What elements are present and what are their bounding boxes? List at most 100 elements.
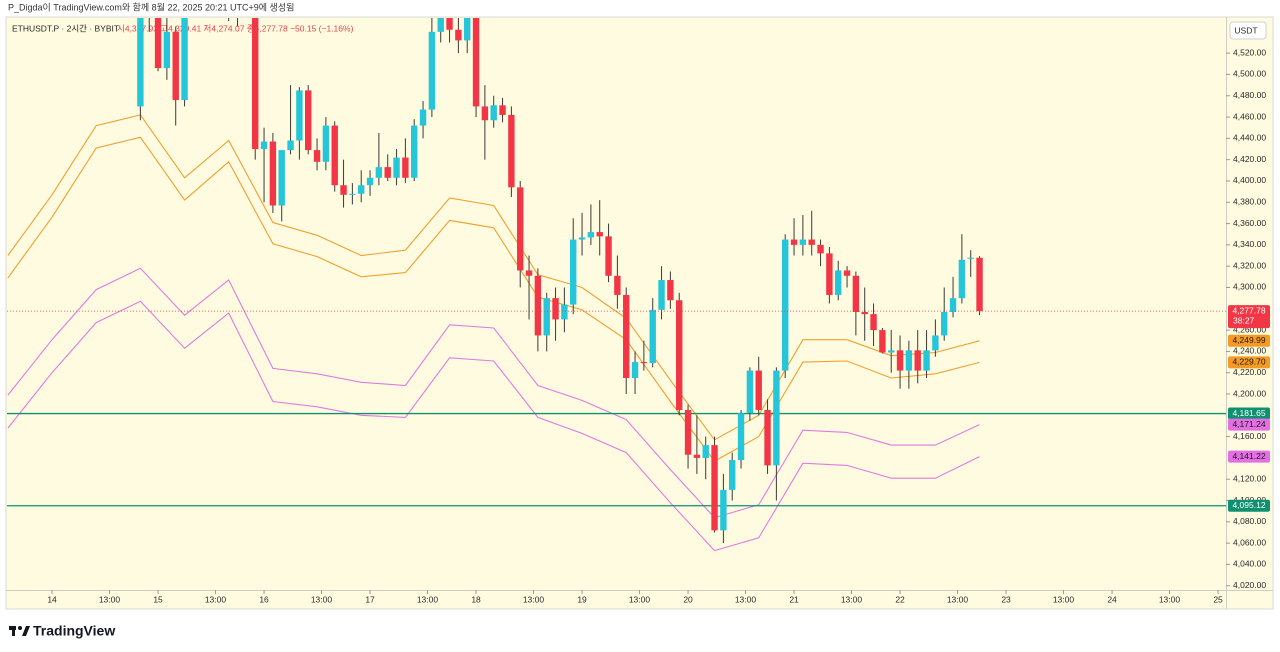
x-tick-label: 16 xyxy=(259,594,269,604)
candle-body xyxy=(896,350,904,371)
candle-body xyxy=(693,454,701,458)
y-tick-label: 4,480.00 xyxy=(1233,90,1266,100)
y-tick-label: 4,440.00 xyxy=(1233,133,1266,143)
countdown: 38:27 xyxy=(1233,315,1255,325)
x-tick-label: 13:00 xyxy=(1053,594,1075,604)
candle-body xyxy=(525,270,533,276)
candle-body xyxy=(649,309,656,364)
y-tick-label: 4,220.00 xyxy=(1233,367,1266,377)
candle-body xyxy=(976,257,983,312)
candle-body xyxy=(658,280,665,310)
candle-body xyxy=(623,294,630,379)
candle-body xyxy=(313,150,321,162)
candle-body xyxy=(826,253,833,295)
candle-body xyxy=(508,114,515,188)
candle-body xyxy=(711,445,718,531)
candle-body xyxy=(172,31,179,101)
candle-body xyxy=(888,350,895,353)
candle-body xyxy=(331,125,338,186)
y-tick-label: 4,020.00 xyxy=(1233,580,1266,590)
candle-body xyxy=(305,90,312,151)
candle-body xyxy=(278,150,285,206)
y-tick-label: 4,240.00 xyxy=(1233,346,1266,356)
logo-mark xyxy=(12,626,15,636)
price-label-box xyxy=(1228,407,1270,420)
candle-body xyxy=(481,106,489,121)
currency: USDT xyxy=(1234,25,1257,35)
symbol: ETHUSDT.P · 2시간 · BYBIT xyxy=(12,23,119,33)
candle-body xyxy=(614,275,621,295)
price-label: 4,249.99 xyxy=(1232,335,1265,345)
candle-body xyxy=(260,141,268,150)
x-tick-label: 15 xyxy=(153,594,163,604)
x-tick-label: 13:00 xyxy=(735,594,757,604)
price-label: 4,171.24 xyxy=(1232,419,1265,429)
candle-body xyxy=(517,187,524,271)
x-tick-label: 13:00 xyxy=(523,594,545,604)
x-tick-label: 13:00 xyxy=(99,594,121,604)
footer: TradingView xyxy=(33,623,115,639)
y-tick-label: 4,080.00 xyxy=(1233,516,1266,526)
price-label: 4,141.22 xyxy=(1232,451,1265,461)
x-tick-label: 14 xyxy=(47,594,57,604)
candle-body xyxy=(905,350,913,371)
band-line xyxy=(7,114,980,441)
plot xyxy=(7,18,1226,552)
candle-body xyxy=(702,445,709,458)
x-tick-label: 13:00 xyxy=(629,594,651,604)
y-tick-label: 4,360.00 xyxy=(1233,218,1266,228)
candle-body xyxy=(402,157,409,178)
candle-body xyxy=(578,237,586,240)
price-label-box xyxy=(1228,334,1270,347)
candle-body xyxy=(419,109,427,126)
y-tick-label: 4,120.00 xyxy=(1233,473,1266,483)
band-line xyxy=(7,267,980,519)
candle-body xyxy=(667,280,674,301)
x-tick-label: 25 xyxy=(1213,594,1223,604)
candle-body xyxy=(181,18,188,101)
candle-body xyxy=(472,18,480,107)
candle-body xyxy=(676,300,683,410)
x-tick-label: 19 xyxy=(577,594,587,604)
candle-body xyxy=(358,185,365,194)
candle-body xyxy=(366,177,374,186)
x-tick-label: 13:00 xyxy=(311,594,333,604)
y-tick-label: 4,500.00 xyxy=(1233,69,1266,79)
candle-body xyxy=(605,236,612,276)
candle-body xyxy=(958,259,966,299)
candle-body xyxy=(879,330,886,353)
candle-body xyxy=(296,90,303,141)
x-tick-label: 18 xyxy=(471,594,481,604)
candle-body xyxy=(490,105,497,121)
candle-body xyxy=(384,167,391,178)
candle-body xyxy=(870,314,877,331)
price-label: 4,181.65 xyxy=(1232,408,1265,418)
candle-body xyxy=(322,125,330,162)
x-tick-label: 20 xyxy=(683,594,693,604)
x-tick-label: 13:00 xyxy=(947,594,969,604)
band-line xyxy=(7,300,980,552)
price-label: 4,277.78 xyxy=(1232,305,1265,315)
price-label-box xyxy=(1228,418,1270,431)
candle-body xyxy=(340,185,347,195)
candle-body xyxy=(923,350,930,371)
candle-body xyxy=(446,18,453,30)
candle-body xyxy=(852,275,860,312)
logo-mark xyxy=(22,626,30,636)
candle-body xyxy=(137,18,144,107)
candle-body xyxy=(428,31,436,110)
candle-body xyxy=(640,362,648,364)
candle-body xyxy=(817,244,824,254)
x-tick-label: 21 xyxy=(789,594,799,604)
candle-body xyxy=(393,157,400,178)
candle-body xyxy=(941,311,948,336)
y-tick-label: 4,460.00 xyxy=(1233,111,1266,121)
y-tick-label: 4,340.00 xyxy=(1233,239,1266,249)
candle-body xyxy=(782,239,789,371)
candle-body xyxy=(746,370,754,414)
y-tick-label: 4,420.00 xyxy=(1233,154,1266,164)
candle-body xyxy=(729,460,736,490)
y-tick-label: 4,300.00 xyxy=(1233,282,1266,292)
x-tick-label: 24 xyxy=(1107,594,1117,604)
price-label: 4,095.12 xyxy=(1232,500,1265,510)
